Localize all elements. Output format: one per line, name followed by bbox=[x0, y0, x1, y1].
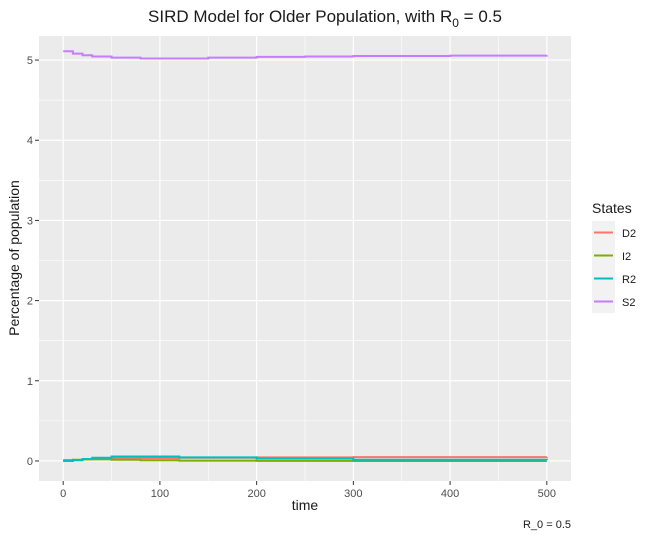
x-tick-label: 0 bbox=[60, 488, 66, 500]
svg-text:SIRD Model for Older Populatio: SIRD Model for Older Population, with R0… bbox=[148, 7, 502, 30]
y-tick-label: 1 bbox=[27, 376, 33, 388]
series-line-r2 bbox=[63, 455, 548, 462]
chart-title-main: SIRD Model for Older Population, with R bbox=[148, 7, 452, 26]
x-tick-label: 200 bbox=[247, 488, 265, 500]
x-tick-label: 500 bbox=[538, 488, 556, 500]
x-tick-label: 100 bbox=[151, 488, 169, 500]
y-axis-ticks: 0 1 2 3 4 5 bbox=[27, 55, 39, 468]
caption: R_0 = 0.5 bbox=[523, 519, 571, 531]
legend-label-d2: D2 bbox=[622, 228, 636, 240]
y-tick-label: 2 bbox=[27, 296, 33, 308]
grid-minor bbox=[39, 36, 571, 481]
series-line-s2 bbox=[63, 50, 548, 60]
legend-label-s2: S2 bbox=[622, 297, 635, 309]
y-axis-title: Percentage of population bbox=[6, 180, 22, 336]
x-tick-label: 300 bbox=[344, 488, 362, 500]
chart-title: SIRD Model for Older Population, with R0… bbox=[148, 7, 502, 30]
y-tick-label: 5 bbox=[27, 55, 33, 67]
chart-title-subscript: 0 bbox=[452, 16, 459, 30]
legend: States D2 I2 R2 S2 bbox=[592, 200, 636, 313]
x-tick-label: 400 bbox=[441, 488, 459, 500]
series-layer bbox=[63, 50, 548, 462]
legend-title: States bbox=[592, 200, 632, 216]
y-tick-label: 4 bbox=[27, 135, 33, 147]
x-axis-ticks: 0 100 200 300 400 500 bbox=[60, 481, 556, 500]
legend-label-r2: R2 bbox=[622, 274, 636, 286]
legend-label-i2: I2 bbox=[622, 251, 631, 263]
chart-title-tail: = 0.5 bbox=[459, 7, 502, 26]
y-tick-label: 3 bbox=[27, 215, 33, 227]
y-tick-label: 0 bbox=[27, 456, 33, 468]
x-axis-title: time bbox=[292, 497, 319, 513]
